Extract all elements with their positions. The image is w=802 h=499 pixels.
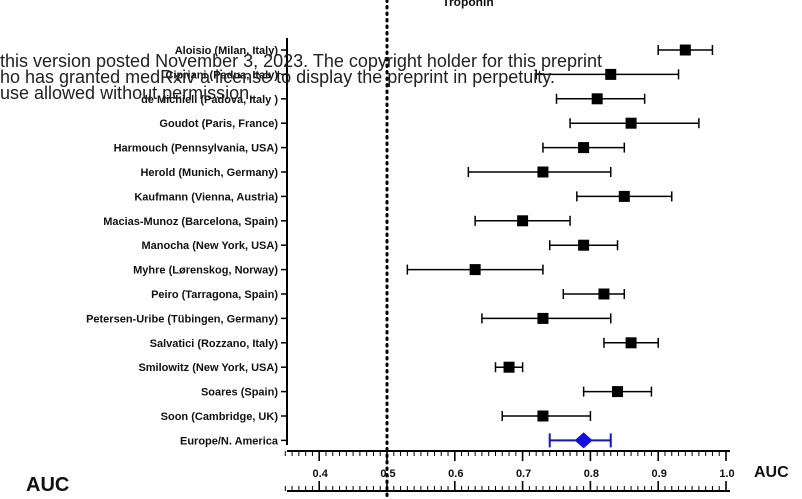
study-label: Soares (Spain) [201, 387, 278, 399]
bottom-panel-label: AUC [26, 474, 70, 496]
point-estimate [578, 239, 590, 251]
study-label: Myhre (Lørenskog, Norway) [133, 265, 278, 277]
point-estimate [578, 142, 590, 154]
point-estimate [503, 361, 515, 373]
summary-diamond [574, 432, 593, 449]
point-estimate [537, 410, 549, 422]
study-label: Kaufmann (Vienna, Austria) [134, 191, 278, 203]
study-label: Soon (Cambridge, UK) [161, 411, 279, 423]
point-estimate [618, 190, 630, 202]
x-tick-label: 0.5 [380, 468, 395, 480]
summary-label: Europe/N. America [180, 435, 279, 447]
study-label: Harmouch (Pennsylvania, USA) [114, 143, 279, 155]
point-estimate [537, 312, 549, 324]
x-tick-label: 0.6 [448, 468, 463, 480]
point-estimate [537, 166, 549, 178]
point-estimate [625, 117, 637, 129]
chart-title: Troponin [442, 0, 493, 9]
point-estimate [612, 386, 624, 398]
study-label: Salvatici (Rozzano, Italy) [150, 338, 279, 350]
study-label: Aloisio (Milan, Italy) [175, 45, 279, 57]
point-estimate [591, 93, 603, 105]
x-tick-label: 0.8 [584, 468, 599, 480]
point-estimate [598, 288, 610, 300]
study-label: Goudot (Paris, France) [159, 118, 278, 130]
point-estimate [679, 44, 691, 56]
point-estimate [625, 337, 637, 349]
study-rows: Aloisio (Milan, Italy) Cipriani (Padua, I… [86, 44, 714, 449]
x-tick-label: 0.4 [313, 468, 329, 480]
study-label: Herold (Munich, Germany) [140, 167, 278, 179]
point-estimate [605, 68, 617, 80]
study-label: de Michieli (Padova, Italy ) [141, 94, 278, 106]
x-ticks: 0.4 0.5 0.6 0.7 0.8 0.9 1.0 [284, 451, 735, 491]
x-tick-label: 0.7 [516, 468, 531, 480]
study-label: Petersen-Uribe (Tübingen, Germany) [86, 313, 278, 325]
study-label: Manocha (New York, USA) [141, 240, 278, 252]
study-label: Macias-Munoz (Barcelona, Spain) [103, 216, 278, 228]
x-tick-label: 0.9 [652, 468, 667, 480]
x-axis-title: AUC [754, 464, 789, 481]
point-estimate [469, 264, 481, 276]
x-tick-label: 1.0 [719, 468, 734, 480]
study-label: Peiro (Tarragona, Spain) [151, 289, 278, 301]
point-estimate [517, 215, 529, 227]
study-label: Smilowitz (New York, USA) [138, 362, 278, 374]
study-label: Cipriani (Padua, Italy) [166, 69, 279, 81]
